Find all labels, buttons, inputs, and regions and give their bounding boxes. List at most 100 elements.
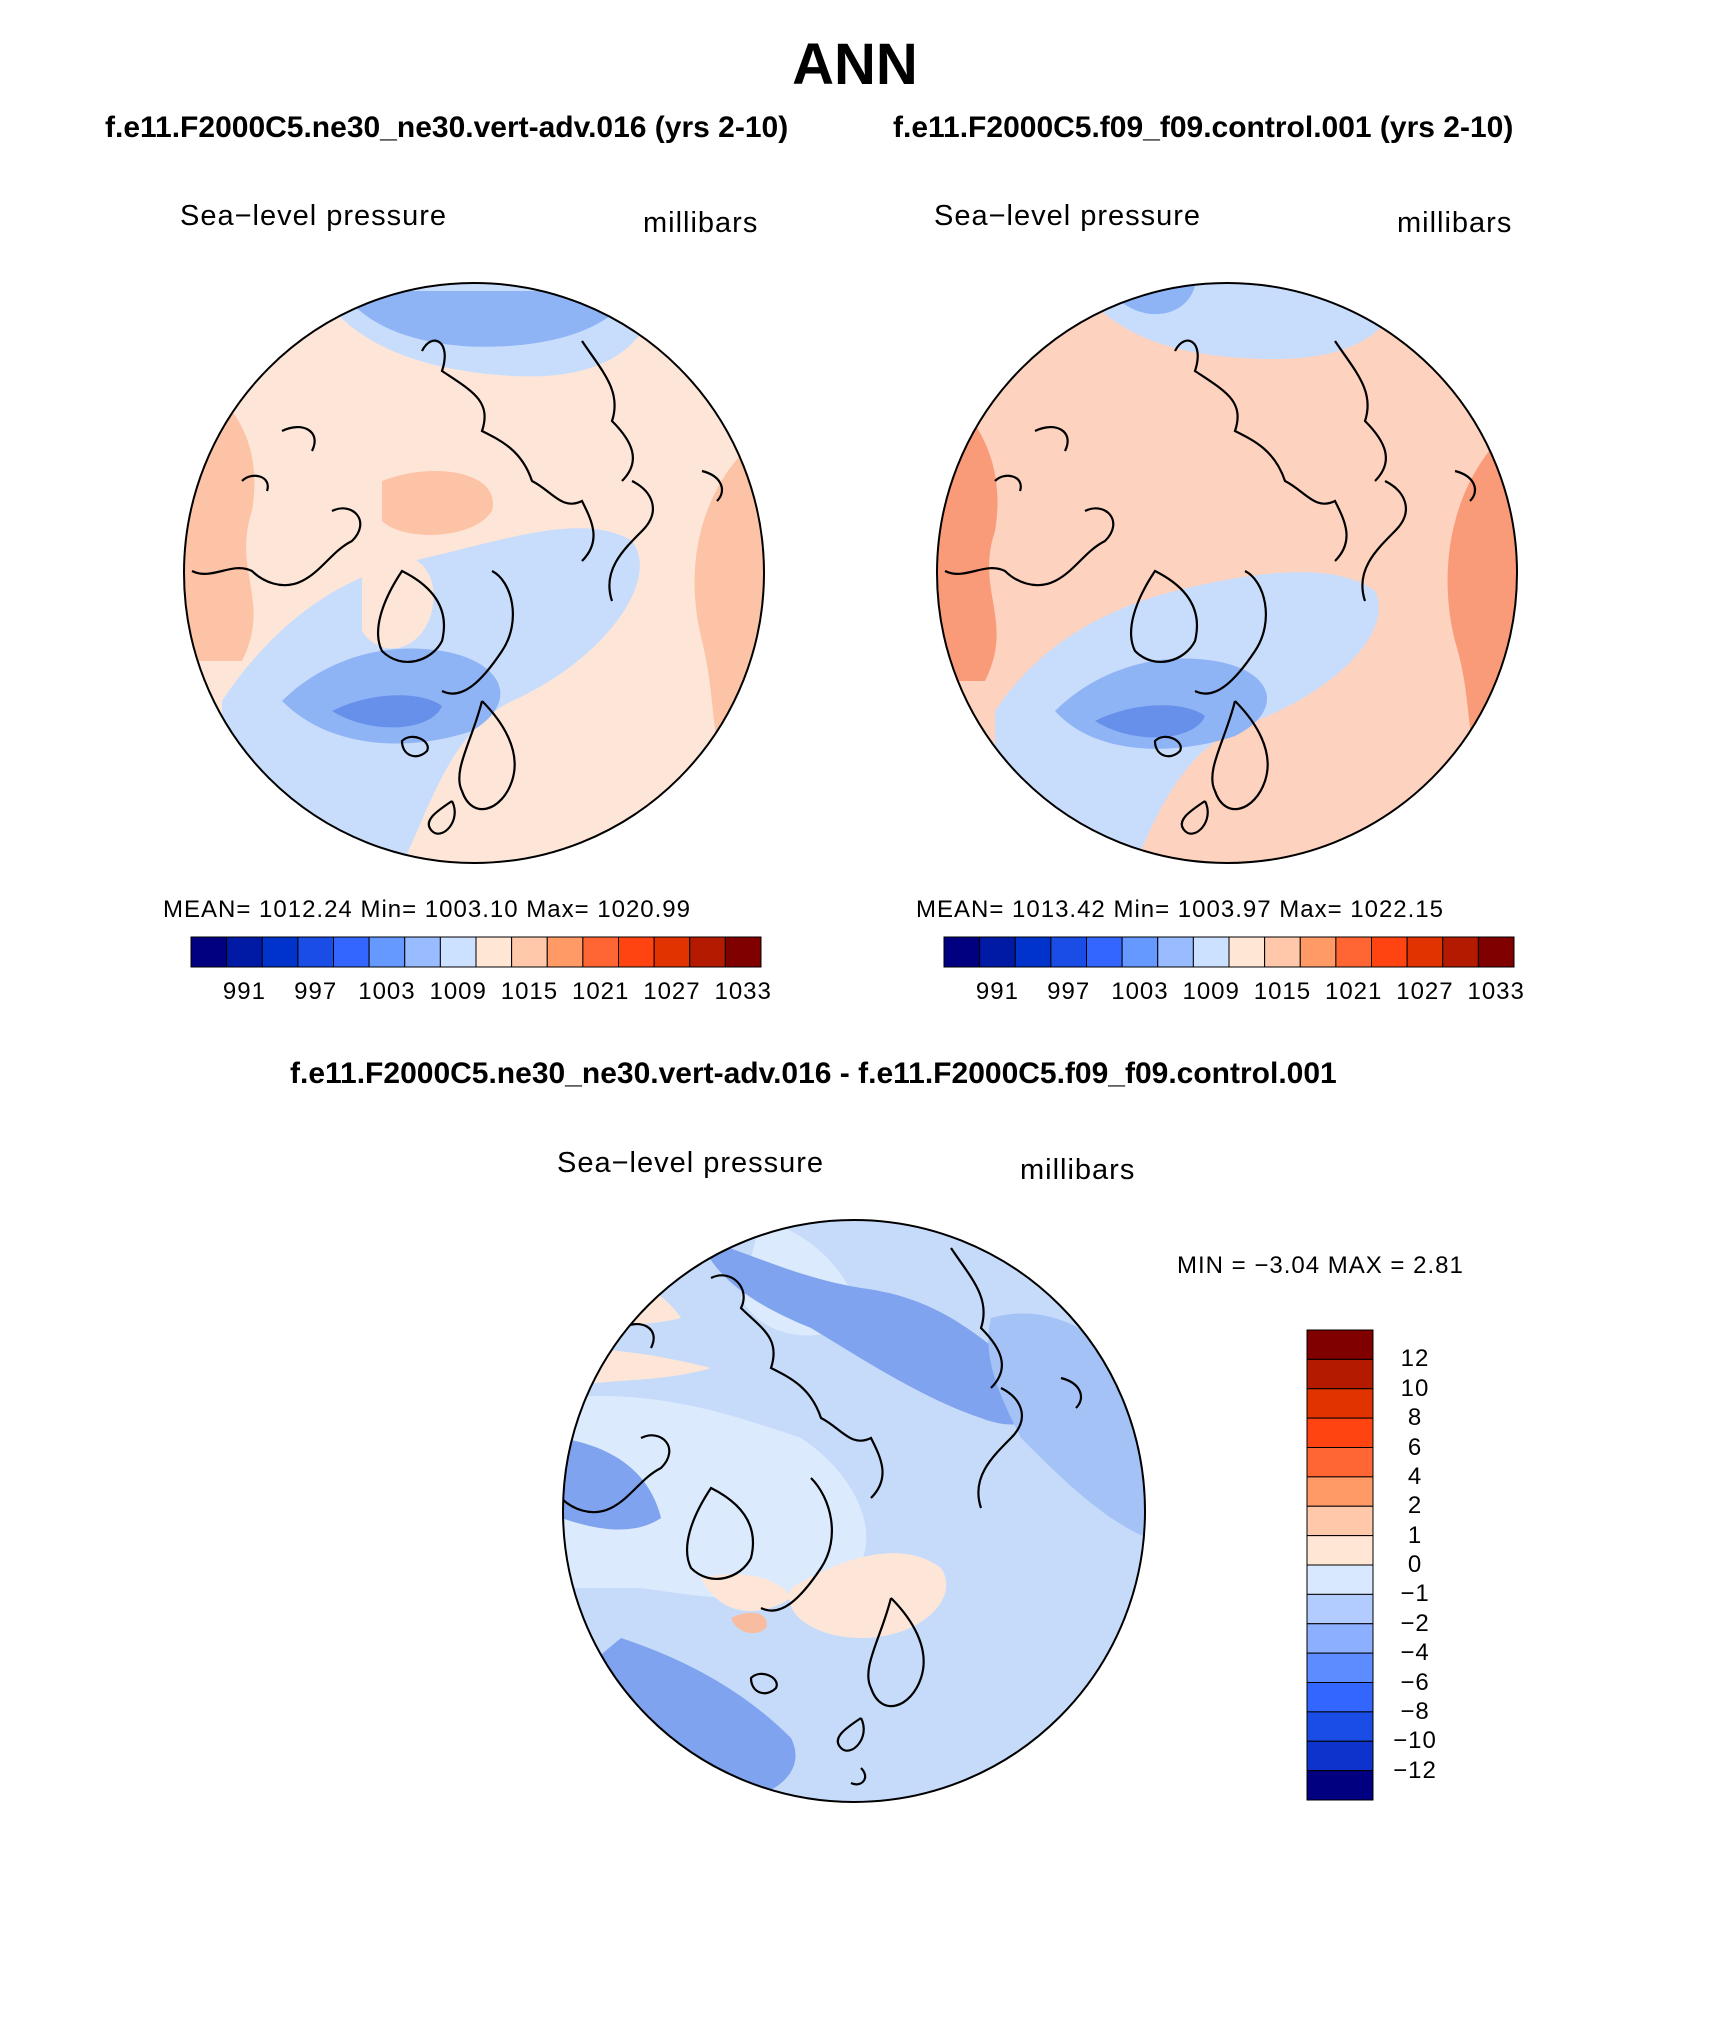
panel1-colorbar-tick-label: 1027 bbox=[643, 978, 701, 1005]
panel1-colorbar-box bbox=[475, 936, 513, 968]
diff-title: f.e11.F2000C5.ne30_ne30.vert-adv.016 - f… bbox=[290, 1057, 1337, 1090]
diff-polar-map bbox=[562, 1219, 1146, 1803]
panel1-colorbar-box bbox=[724, 936, 762, 968]
diff-colorbar-box bbox=[1306, 1593, 1374, 1625]
panel1-colorbar-box bbox=[190, 936, 228, 968]
panel2-colorbar-box bbox=[1192, 936, 1230, 968]
diff-colorbar-tick-label: 2 bbox=[1407, 1492, 1423, 1520]
diff-colorbar-box bbox=[1306, 1505, 1374, 1537]
panel1-colorbar-ticks: 991 997 1003 1009 1015 1021 1027 1033 bbox=[191, 978, 771, 1008]
page-title: ANN bbox=[792, 32, 918, 97]
diff-units-label: millibars bbox=[1020, 1154, 1136, 1186]
diff-colorbar-box bbox=[1306, 1770, 1374, 1801]
panel2-colorbar-box bbox=[1406, 936, 1444, 968]
diff-colorbar-box bbox=[1306, 1329, 1374, 1360]
diff-colorbar-tick-label: −6 bbox=[1400, 1668, 1430, 1696]
panel2-colorbar-box bbox=[979, 936, 1016, 968]
panel2-colorbar bbox=[943, 936, 1515, 968]
panel1-colorbar-box bbox=[618, 936, 655, 968]
panel2-colorbar-box bbox=[1477, 936, 1515, 968]
panel1-colorbar-box bbox=[689, 936, 726, 968]
diff-variable-label: Sea−level pressure bbox=[557, 1147, 825, 1179]
panel2-stats: MEAN= 1013.42 Min= 1003.97 Max= 1022.15 bbox=[916, 896, 1444, 923]
diff-colorbar-tick-label: −2 bbox=[1400, 1609, 1430, 1637]
panel1-colorbar-tick-label: 1033 bbox=[714, 978, 772, 1005]
panel1-variable-label: Sea−level pressure bbox=[180, 200, 448, 232]
panel2-case-title: f.e11.F2000C5.f09_f09.control.001 (yrs 2… bbox=[893, 111, 1514, 144]
panel1-colorbar bbox=[190, 936, 762, 968]
panel2-colorbar-tick-label: 1009 bbox=[1182, 978, 1240, 1005]
panel1-colorbar-box bbox=[582, 936, 619, 968]
panel1-stats: MEAN= 1012.24 Min= 1003.10 Max= 1020.99 bbox=[163, 896, 691, 923]
panel2-colorbar-box bbox=[1014, 936, 1052, 968]
panel1-colorbar-box bbox=[297, 936, 334, 968]
panel2-colorbar-tick-label: 1021 bbox=[1324, 978, 1383, 1005]
panel2-colorbar-box bbox=[1335, 936, 1372, 968]
diff-colorbar-tick-label: −1 bbox=[1400, 1580, 1430, 1608]
panel1-colorbar-box bbox=[404, 936, 441, 968]
diff-colorbar-box bbox=[1306, 1447, 1374, 1478]
diff-colorbar-tick-label: −10 bbox=[1393, 1727, 1437, 1755]
diff-colorbar-tick-label: −8 bbox=[1400, 1697, 1430, 1725]
panel1-units-label: millibars bbox=[643, 207, 759, 239]
panel2-colorbar-box bbox=[1086, 936, 1123, 968]
panel1-colorbar-tick-label: 1003 bbox=[358, 978, 416, 1005]
panel2-colorbar-tick-label: 991 bbox=[975, 978, 1019, 1005]
panel1-colorbar-box bbox=[546, 936, 584, 968]
panel1-case-title: f.e11.F2000C5.ne30_ne30.vert-adv.016 (yr… bbox=[105, 111, 789, 144]
diff-colorbar-tick-label: −12 bbox=[1393, 1756, 1437, 1784]
diff-colorbar-box bbox=[1306, 1388, 1374, 1419]
diff-colorbar-tick-label: 1 bbox=[1407, 1521, 1423, 1549]
panel1-colorbar-tick-label: 997 bbox=[294, 978, 338, 1005]
panel1-colorbar-box bbox=[653, 936, 691, 968]
panel1-colorbar-box bbox=[439, 936, 477, 968]
panel2-colorbar-box bbox=[1050, 936, 1087, 968]
diff-colorbar-tick-label: 6 bbox=[1407, 1433, 1423, 1461]
diff-colorbar-box bbox=[1306, 1476, 1374, 1507]
diff-colorbar bbox=[1306, 1329, 1374, 1801]
panel1-colorbar-box bbox=[333, 936, 370, 968]
panel1-colorbar-box bbox=[511, 936, 548, 968]
diff-colorbar-box bbox=[1306, 1358, 1374, 1390]
diff-colorbar-tick-label: 0 bbox=[1407, 1551, 1423, 1578]
panel2-colorbar-box bbox=[1371, 936, 1408, 968]
panel2-colorbar-tick-label: 1027 bbox=[1396, 978, 1454, 1005]
panel1-colorbar-tick-label: 1009 bbox=[429, 978, 487, 1005]
panel2-colorbar-tick-label: 1033 bbox=[1467, 978, 1525, 1005]
diff-colorbar-tick-label: 12 bbox=[1400, 1345, 1430, 1373]
panel2-units-label: millibars bbox=[1397, 207, 1513, 239]
panel1-colorbar-box bbox=[261, 936, 299, 968]
panel2-colorbar-box bbox=[1442, 936, 1479, 968]
diff-colorbar-box bbox=[1306, 1682, 1374, 1713]
diff-colorbar-box bbox=[1306, 1535, 1374, 1566]
diff-colorbar-tick-label: 8 bbox=[1407, 1404, 1423, 1432]
panel2-colorbar-box bbox=[1121, 936, 1159, 968]
panel1-colorbar-tick-label: 1015 bbox=[500, 978, 559, 1005]
panel1-polar-map bbox=[183, 282, 765, 864]
diff-colorbar-box bbox=[1306, 1623, 1374, 1654]
diff-colorbar-box bbox=[1306, 1564, 1374, 1595]
panel2-colorbar-tick-label: 1015 bbox=[1253, 978, 1312, 1005]
panel2-colorbar-box bbox=[1299, 936, 1337, 968]
diff-colorbar-box bbox=[1306, 1417, 1374, 1448]
diff-colorbar-tick-label: 4 bbox=[1407, 1462, 1423, 1490]
panel2-colorbar-box bbox=[1228, 936, 1266, 968]
panel2-colorbar-box bbox=[1157, 936, 1194, 968]
diff-minmax: MIN = −3.04 MAX = 2.81 bbox=[1177, 1252, 1464, 1279]
panel2-colorbar-box bbox=[1264, 936, 1301, 968]
panel1-colorbar-tick-label: 1021 bbox=[571, 978, 630, 1005]
diff-colorbar-box bbox=[1306, 1740, 1374, 1772]
panel2-colorbar-ticks: 991 997 1003 1009 1015 1021 1027 1033 bbox=[944, 978, 1524, 1008]
panel2-polar-map bbox=[936, 282, 1518, 864]
diff-colorbar-ticks: 12 10 8 6 4 2 1 0 −1 −2 −4 −6 −8 −10 −12 bbox=[1380, 1330, 1450, 1800]
panel2-colorbar-tick-label: 1003 bbox=[1111, 978, 1169, 1005]
panel2-variable-label: Sea−level pressure bbox=[934, 200, 1202, 232]
panel2-colorbar-box bbox=[943, 936, 981, 968]
diff-colorbar-tick-label: 10 bbox=[1400, 1374, 1430, 1402]
diff-colorbar-box bbox=[1306, 1711, 1374, 1742]
panel1-colorbar-box bbox=[368, 936, 406, 968]
diff-colorbar-tick-label: −4 bbox=[1400, 1639, 1430, 1667]
diff-colorbar-box bbox=[1306, 1652, 1374, 1683]
panel2-colorbar-tick-label: 997 bbox=[1047, 978, 1091, 1005]
panel1-colorbar-tick-label: 991 bbox=[222, 978, 266, 1005]
